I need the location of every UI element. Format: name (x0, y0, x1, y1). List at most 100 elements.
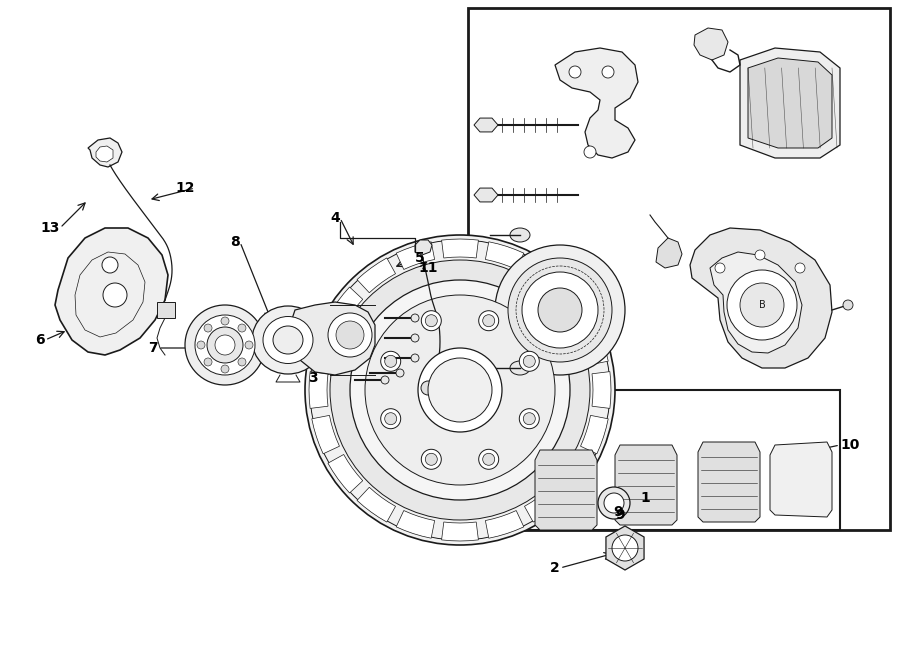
Circle shape (238, 358, 246, 366)
Circle shape (245, 341, 253, 349)
Polygon shape (357, 487, 395, 522)
Circle shape (421, 311, 441, 330)
Circle shape (305, 235, 615, 545)
Polygon shape (442, 239, 479, 258)
Polygon shape (485, 510, 524, 538)
Polygon shape (580, 326, 608, 365)
Circle shape (519, 351, 539, 371)
Circle shape (384, 412, 397, 425)
Circle shape (428, 358, 492, 422)
Circle shape (418, 348, 502, 432)
Polygon shape (525, 487, 563, 522)
Circle shape (602, 66, 614, 78)
Bar (508, 390, 840, 530)
Circle shape (411, 354, 419, 362)
Circle shape (612, 535, 638, 561)
Circle shape (569, 66, 581, 78)
Polygon shape (694, 28, 728, 60)
Circle shape (426, 315, 437, 327)
Circle shape (479, 449, 499, 469)
Circle shape (584, 146, 596, 158)
Text: 10: 10 (840, 438, 860, 452)
Circle shape (522, 272, 598, 348)
Circle shape (221, 365, 229, 373)
Bar (157, 302, 175, 318)
Circle shape (421, 381, 435, 395)
Polygon shape (311, 415, 339, 454)
Text: B: B (759, 300, 765, 310)
Polygon shape (710, 252, 802, 353)
Polygon shape (328, 287, 363, 325)
Polygon shape (760, 65, 835, 150)
Circle shape (421, 449, 441, 469)
Circle shape (204, 324, 212, 332)
Ellipse shape (273, 326, 303, 354)
Circle shape (411, 334, 419, 342)
Polygon shape (656, 238, 682, 268)
Polygon shape (88, 138, 122, 167)
Polygon shape (770, 442, 832, 517)
Circle shape (523, 356, 536, 368)
Circle shape (197, 341, 205, 349)
Polygon shape (55, 228, 168, 355)
Polygon shape (485, 242, 524, 270)
Circle shape (482, 315, 495, 327)
Polygon shape (555, 48, 638, 158)
Polygon shape (557, 287, 592, 325)
Text: 6: 6 (35, 333, 45, 347)
Circle shape (396, 369, 404, 377)
Text: 13: 13 (40, 221, 60, 235)
Polygon shape (474, 118, 498, 132)
Circle shape (204, 358, 212, 366)
Circle shape (215, 335, 235, 355)
Polygon shape (698, 442, 760, 522)
Text: 7: 7 (148, 341, 158, 355)
Circle shape (795, 263, 805, 273)
Ellipse shape (252, 306, 324, 374)
Polygon shape (357, 258, 395, 293)
Circle shape (350, 280, 570, 500)
Text: 9: 9 (613, 505, 623, 519)
Polygon shape (396, 242, 435, 270)
Polygon shape (474, 188, 498, 202)
Circle shape (195, 315, 255, 375)
Circle shape (727, 270, 797, 340)
Text: 3: 3 (309, 371, 318, 385)
Polygon shape (442, 522, 479, 541)
Polygon shape (557, 455, 592, 493)
Circle shape (482, 453, 495, 465)
Polygon shape (748, 58, 832, 148)
Polygon shape (96, 146, 113, 162)
Circle shape (598, 487, 630, 519)
Polygon shape (740, 48, 840, 158)
Polygon shape (328, 455, 363, 493)
Polygon shape (580, 415, 608, 454)
Circle shape (336, 321, 364, 349)
Polygon shape (290, 302, 375, 375)
Polygon shape (615, 445, 677, 525)
Polygon shape (690, 228, 832, 368)
Text: 5: 5 (415, 251, 425, 265)
Text: 9: 9 (616, 508, 625, 522)
Circle shape (755, 250, 765, 260)
Text: 2: 2 (550, 561, 560, 575)
Circle shape (381, 351, 400, 371)
Circle shape (185, 305, 265, 385)
Circle shape (381, 376, 389, 384)
Ellipse shape (510, 228, 530, 242)
Circle shape (330, 260, 590, 520)
Polygon shape (535, 450, 597, 530)
Circle shape (238, 324, 246, 332)
Circle shape (102, 257, 118, 273)
Circle shape (519, 408, 539, 429)
Circle shape (740, 283, 784, 327)
Circle shape (479, 311, 499, 330)
Circle shape (426, 453, 437, 465)
Polygon shape (415, 240, 432, 255)
Text: 11: 11 (418, 261, 437, 275)
Circle shape (715, 263, 725, 273)
Text: 12: 12 (176, 181, 195, 195)
Polygon shape (525, 258, 563, 293)
Polygon shape (309, 371, 328, 408)
Circle shape (843, 300, 853, 310)
